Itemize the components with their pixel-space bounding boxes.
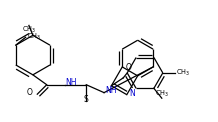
Text: CH$_3$: CH$_3$ — [176, 68, 190, 78]
Text: O: O — [27, 88, 33, 97]
Text: NH: NH — [105, 86, 117, 95]
Text: CH$_3$: CH$_3$ — [155, 89, 169, 99]
Text: N: N — [129, 89, 135, 98]
Text: NH: NH — [65, 78, 77, 87]
Text: CH$_3$: CH$_3$ — [22, 24, 36, 35]
Text: CH$_3$: CH$_3$ — [27, 32, 41, 42]
Text: O: O — [125, 63, 131, 72]
Text: S: S — [84, 95, 89, 103]
